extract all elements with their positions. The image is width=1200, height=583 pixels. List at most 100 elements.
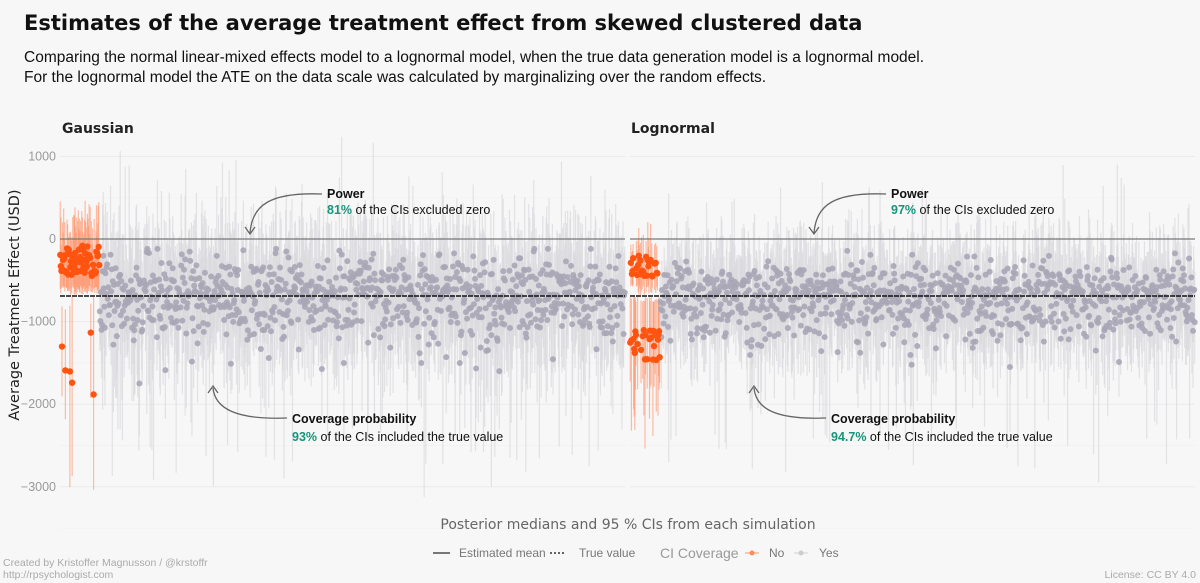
median-point-covering (354, 280, 361, 287)
median-point-covering (905, 298, 912, 305)
median-point-covering (193, 262, 200, 269)
legend-yes-label: Yes (819, 546, 839, 560)
median-point-covering (1180, 278, 1187, 285)
median-point-covering (507, 324, 514, 331)
median-point-covering (880, 341, 887, 348)
median-point-covering (716, 306, 723, 313)
median-point-covering (1040, 257, 1047, 264)
median-point-covering (540, 311, 547, 318)
median-point-covering (575, 311, 582, 318)
median-point-covering (964, 309, 971, 316)
median-point-covering (360, 278, 367, 285)
median-point-covering (400, 303, 407, 310)
median-point-covering (1064, 295, 1071, 302)
median-point-covering (151, 286, 158, 293)
median-point-covering (179, 274, 186, 281)
median-point-covering (888, 299, 895, 306)
median-point-covering (808, 308, 815, 315)
median-point-covering (425, 341, 432, 348)
median-point-covering (764, 306, 771, 313)
median-point-covering (568, 262, 575, 269)
median-point-covering (968, 293, 975, 300)
median-point-covering (1139, 279, 1146, 286)
median-point-covering (397, 290, 404, 297)
median-point-covering (362, 259, 369, 266)
median-point-covering (845, 271, 852, 278)
median-point-covering (248, 307, 255, 314)
median-point-covering (722, 330, 729, 337)
median-point-covering (469, 331, 476, 338)
median-point-covering (122, 282, 129, 289)
median-point-covering (422, 281, 429, 288)
median-point-not-covering (629, 255, 637, 262)
median-point-covering (784, 311, 791, 318)
median-point-covering (387, 344, 394, 351)
median-point-covering (457, 277, 464, 284)
facet-label-lognormal: Lognormal (631, 121, 715, 137)
legend-true-value-label: True value (579, 546, 636, 560)
median-point-covering (369, 303, 376, 310)
median-point-covering (726, 300, 733, 307)
median-point-covering (888, 289, 895, 296)
median-point-covering (183, 330, 190, 337)
median-point-covering (339, 324, 346, 331)
median-point-covering (310, 326, 317, 333)
median-point-covering (857, 310, 864, 317)
median-point-covering (365, 264, 372, 271)
median-point-covering (446, 304, 453, 311)
median-point-covering (967, 272, 974, 279)
median-point-covering (1140, 299, 1147, 306)
median-point-covering (368, 256, 375, 263)
median-point-covering (544, 317, 551, 324)
median-point-covering (665, 323, 672, 330)
footer-url[interactable]: http://rpsychologist.com (3, 569, 114, 581)
median-point-covering (1184, 304, 1191, 311)
median-point-covering (745, 287, 752, 294)
median-point-covering (1092, 347, 1099, 354)
median-point-covering (136, 380, 143, 387)
median-point-covering (1019, 324, 1026, 331)
median-point-covering (113, 333, 120, 340)
median-point-covering (306, 307, 313, 314)
median-point-covering (975, 274, 982, 281)
median-point-covering (264, 323, 271, 330)
median-point-covering (586, 323, 593, 330)
median-point-covering (787, 278, 794, 285)
median-point-covering (963, 279, 970, 286)
median-point-covering (482, 259, 489, 266)
median-point-covering (1001, 278, 1008, 285)
median-point-covering (334, 294, 341, 301)
median-point-covering (943, 302, 950, 309)
median-point-covering (505, 309, 512, 316)
median-point-covering (851, 283, 858, 290)
median-point-covering (166, 285, 173, 292)
median-point-covering (420, 252, 427, 259)
median-point-covering (932, 280, 939, 287)
median-point-covering (267, 314, 274, 321)
annotation-title: Power (327, 187, 365, 201)
median-point-not-covering (66, 368, 74, 375)
median-point-covering (399, 309, 406, 316)
median-point-covering (783, 265, 790, 272)
median-point-covering (1110, 281, 1117, 288)
median-point-covering (867, 287, 874, 294)
median-point-covering (404, 309, 411, 316)
median-point-covering (1048, 303, 1055, 310)
median-point-covering (280, 323, 287, 330)
median-point-covering (813, 271, 820, 278)
median-point-covering (600, 296, 607, 303)
median-point-covering (585, 277, 592, 284)
median-point-covering (196, 295, 203, 302)
median-point-covering (994, 337, 1001, 344)
median-point-not-covering (656, 354, 663, 361)
y-tick-label: 0 (49, 232, 56, 246)
median-point-covering (111, 307, 118, 314)
median-point-covering (834, 349, 841, 356)
median-point-covering (990, 330, 997, 337)
median-point-covering (177, 304, 184, 311)
median-point-covering (1160, 268, 1167, 275)
median-point-covering (482, 305, 489, 312)
median-point-covering (927, 300, 934, 307)
median-point-covering (907, 351, 914, 358)
median-point-covering (366, 275, 373, 282)
